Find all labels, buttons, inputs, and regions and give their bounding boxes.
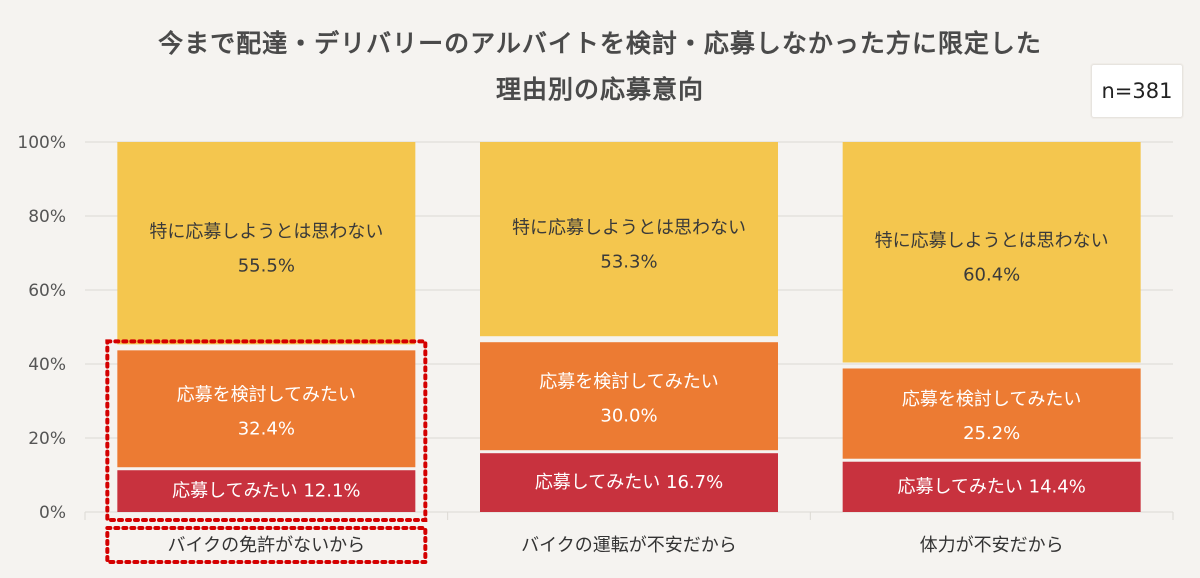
data-label-series: 特に応募しようとは思わない [512, 218, 746, 239]
bar-segment [480, 342, 778, 451]
data-label-value: 55.5% [238, 256, 295, 277]
sample-size-badge: n=381 [1091, 64, 1183, 118]
bar-segment [117, 350, 416, 468]
y-tick-label: 100% [17, 133, 66, 153]
chart-title-line1: 今まで配達・デリバリーのアルバイトを検討・応募しなかった方に限定した [158, 29, 1042, 58]
data-label-series: 応募を検討してみたい [177, 384, 356, 405]
data-label-value: 25.2% [963, 423, 1020, 444]
bar-segment [117, 470, 416, 512]
y-tick-label: 60% [28, 281, 66, 301]
bar-segment [480, 453, 778, 512]
data-label-value: 32.4% [238, 418, 295, 439]
data-label-value: 60.4% [963, 265, 1020, 286]
data-label-series: 応募を検討してみたい [539, 372, 718, 393]
data-label: 応募してみたい 14.4% [897, 476, 1085, 497]
bar-segment [842, 461, 1141, 512]
y-tick-label: 40% [28, 355, 66, 375]
bar-segment [117, 142, 416, 345]
y-tick-label: 20% [28, 429, 66, 449]
x-tick-label: 体力が不安だから [920, 535, 1064, 556]
highlight-box-label [105, 526, 428, 564]
chart-title-line2: 理由別の応募意向 [495, 75, 704, 104]
bar-segment [480, 142, 778, 337]
y-tick-label: 0% [39, 503, 66, 523]
data-label-value: 53.3% [600, 252, 657, 273]
y-tick-label: 80% [28, 207, 66, 227]
data-label-series: 特に応募しようとは思わない [875, 231, 1109, 252]
highlight-box-bars [105, 339, 428, 522]
x-tick-label: バイクの運転が不安だから [521, 535, 737, 556]
data-label-series: 応募を検討してみたい [902, 389, 1081, 410]
x-tick-label: バイクの免許がないから [168, 535, 366, 556]
data-label-value: 30.0% [600, 406, 657, 427]
bar-segment [842, 368, 1141, 459]
data-label: 応募してみたい 12.1% [172, 481, 360, 502]
bar-segment [842, 142, 1141, 363]
sample-size-text: n=381 [1101, 79, 1173, 103]
data-label: 応募してみたい 16.7% [535, 472, 723, 493]
data-label-series: 特に応募しようとは思わない [149, 222, 383, 243]
